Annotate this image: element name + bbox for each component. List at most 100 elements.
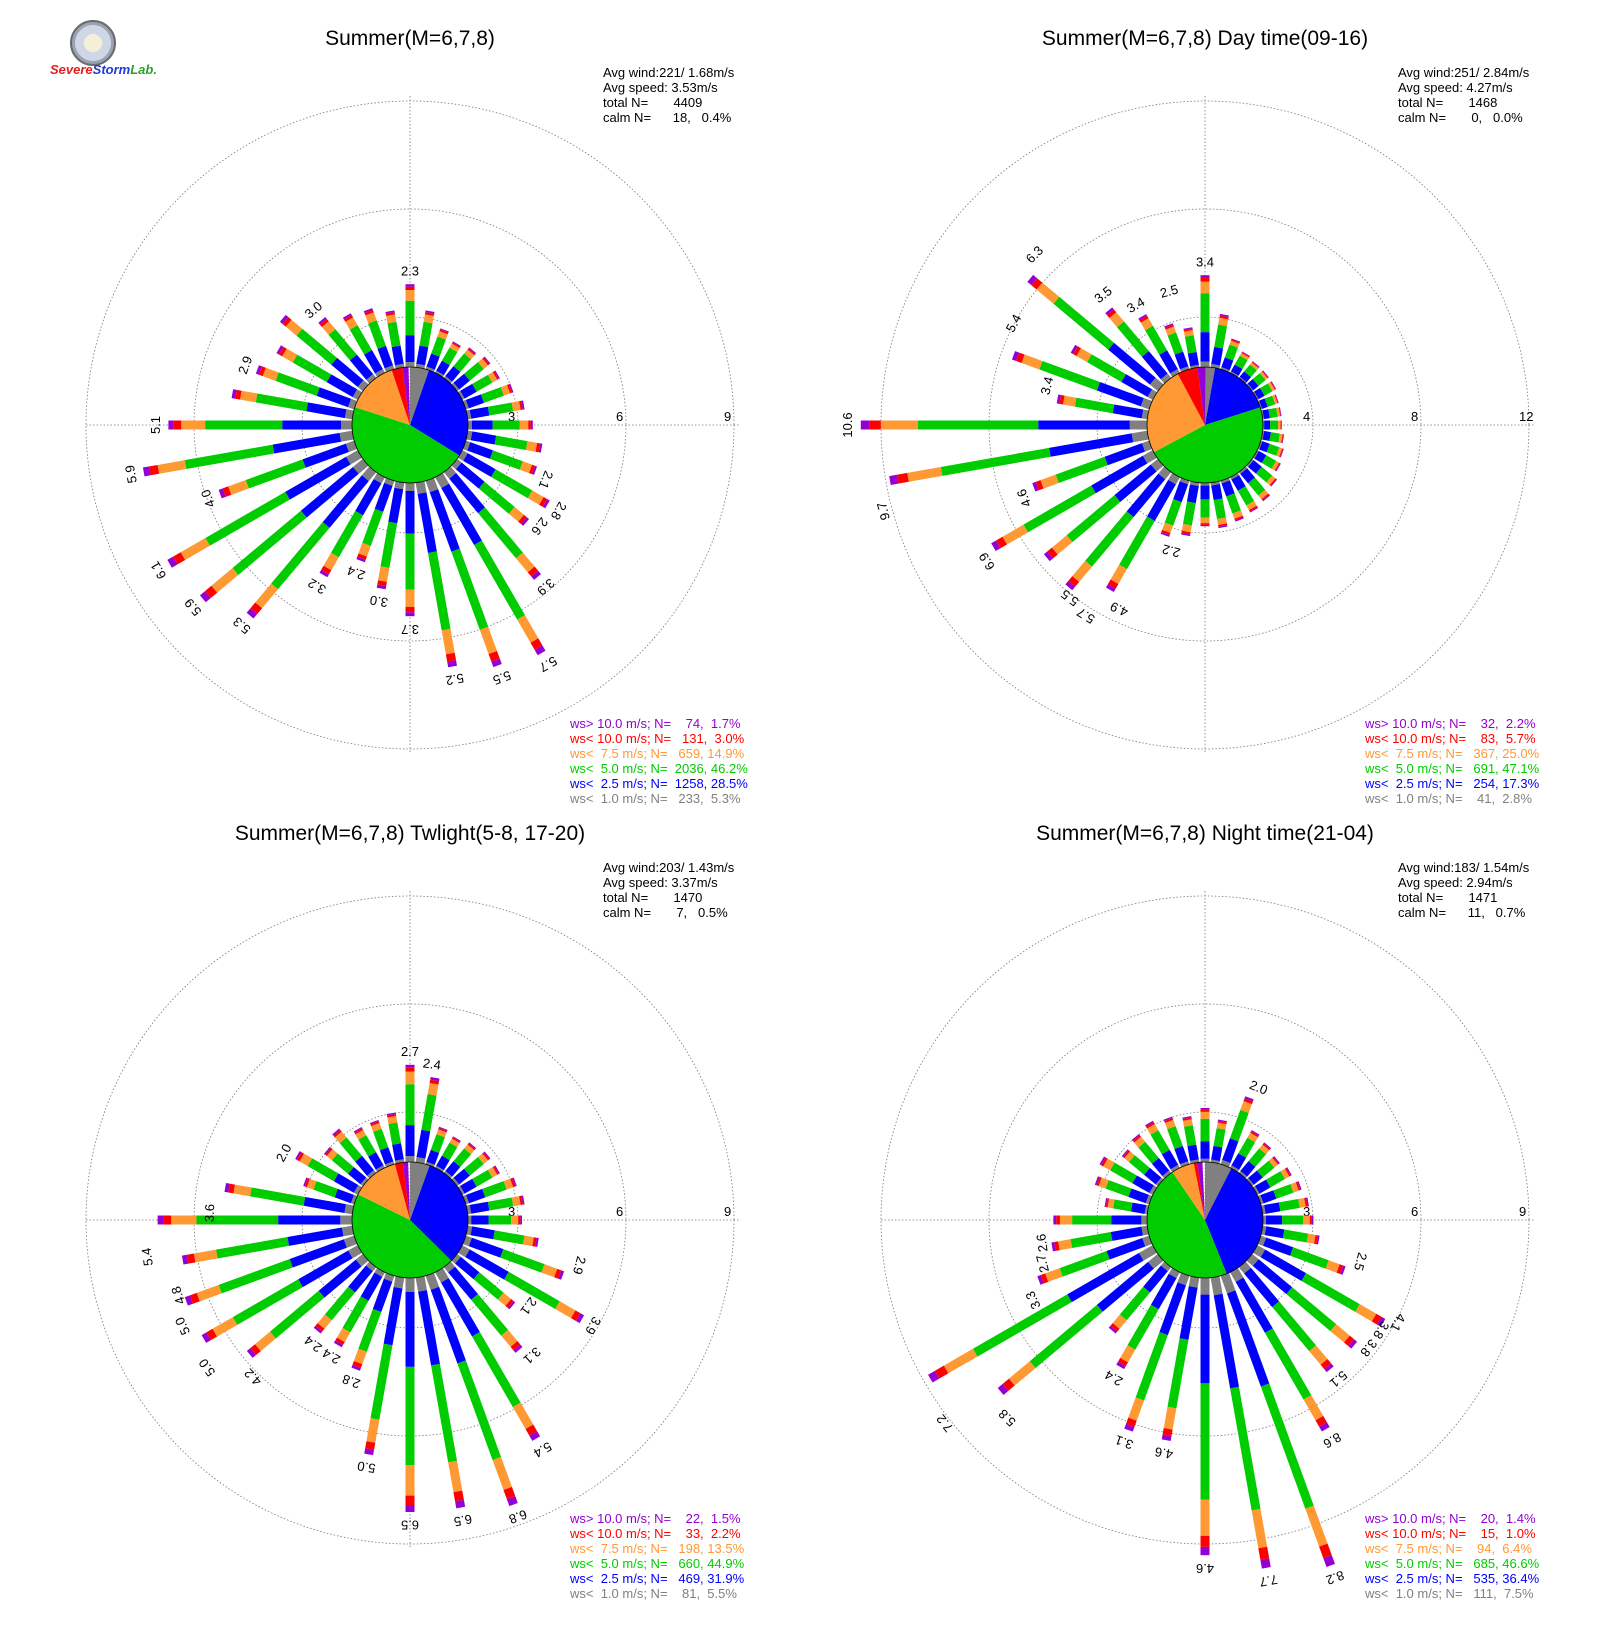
legend-entry: ws< 2.5 m/s; N= 1258, 28.5% <box>569 776 748 791</box>
wind-bar-segment <box>387 321 401 348</box>
wind-bar-segment <box>246 608 258 619</box>
wind-bar-segment <box>1211 1145 1223 1162</box>
wind-bar-segment <box>1260 1558 1271 1569</box>
wind-bar-segment <box>328 329 357 361</box>
wind-bar-segment <box>452 341 461 347</box>
wind-bar-segment <box>539 496 548 507</box>
wind-bar-segment <box>303 1177 308 1187</box>
wind-bar-segment <box>358 1135 377 1157</box>
wind-bar-segment <box>1251 1508 1268 1549</box>
wind-bar-segment <box>1054 1241 1060 1251</box>
wind-bar-segment <box>529 464 535 475</box>
wind-bar-segment <box>1240 1161 1256 1177</box>
chart-title: Summer(M=6,7,8) <box>325 27 495 50</box>
wind-bar-segment <box>272 432 342 454</box>
bar-value-label: 3.1 <box>520 1344 543 1367</box>
bar-value-label: 2.6 <box>1033 1233 1050 1253</box>
wind-bar-segment <box>1371 1313 1382 1325</box>
pie-slice <box>1205 1168 1263 1274</box>
wind-bar-segment <box>322 475 369 528</box>
stats-line: Avg speed: 3.53m/s <box>603 80 718 95</box>
stats-line: total N= 1468 <box>1398 95 1497 110</box>
wind-bar-segment <box>416 1129 431 1159</box>
wind-bar-segment <box>299 1153 313 1167</box>
wind-bar-segment <box>282 316 292 327</box>
wind-bar-segment <box>510 1341 521 1351</box>
wind-bar-segment <box>1267 382 1275 392</box>
wind-bar-segment <box>425 1272 440 1290</box>
wind-bar-segment <box>1244 364 1257 378</box>
wind-bar-segment <box>355 1253 369 1267</box>
wind-bar-segment <box>1117 321 1149 357</box>
wind-bar-segment <box>1040 1273 1049 1284</box>
wind-bar-segment <box>323 552 339 571</box>
wind-bar-segment <box>1211 346 1224 366</box>
bar-value-label: 5.0 <box>196 1356 219 1379</box>
wind-bar-segment <box>304 1178 310 1188</box>
bar-value-label: 5.1 <box>1327 1368 1350 1391</box>
wind-bar-segment <box>374 482 393 512</box>
wind-bar-segment <box>1247 378 1259 391</box>
wind-bar-segment <box>482 357 490 366</box>
wind-bar-segment <box>1051 1242 1056 1252</box>
wind-bar-segment <box>1226 1290 1270 1387</box>
pie-slice <box>402 1162 410 1220</box>
wind-bar-segment <box>416 345 429 366</box>
wind-bar-segment <box>1107 1198 1115 1209</box>
wind-bar-segment <box>318 317 327 325</box>
legend-entry: ws< 7.5 m/s; N= 367, 25.0% <box>1364 746 1540 761</box>
wind-bar-segment <box>181 1254 189 1265</box>
wind-bar-segment <box>1177 1272 1190 1286</box>
wind-bar-segment <box>972 1294 1072 1357</box>
wind-bar-segment <box>448 1460 463 1493</box>
wind-bar-segment <box>333 1129 342 1138</box>
wind-bar-segment <box>394 1159 405 1164</box>
wind-bar-segment <box>466 1188 486 1204</box>
pie-slice <box>1153 407 1263 483</box>
wind-bar-segment <box>1213 1128 1226 1148</box>
wind-bar-segment <box>1183 330 1194 337</box>
wind-bar-segment <box>1220 1159 1231 1168</box>
wind-bar-segment <box>374 1267 385 1277</box>
bar-value-label: 3.7 <box>401 622 419 637</box>
wind-bar-segment <box>1187 1144 1199 1161</box>
wind-bar-segment <box>466 430 473 441</box>
wind-bar-segment <box>1159 1282 1186 1336</box>
wind-bar-segment <box>436 360 450 376</box>
wind-bar-segment <box>276 345 284 355</box>
wind-bar-segment <box>443 466 457 479</box>
wind-bar-segment <box>1139 315 1149 323</box>
pie-slice <box>1205 367 1216 425</box>
wind-bar-segment <box>889 474 899 485</box>
stats-line: calm N= 0, 0.0% <box>1398 110 1523 125</box>
wind-bar-segment <box>353 1348 367 1365</box>
wind-bar-segment <box>426 353 440 370</box>
bar-value-label: 5.7 <box>537 653 560 675</box>
university-seal-icon <box>70 20 116 66</box>
wind-bar-segment <box>1031 278 1043 290</box>
pie-slice <box>354 369 410 425</box>
wind-bar-segment <box>468 347 477 355</box>
wind-bar-segment <box>1108 342 1156 385</box>
bar-value-label: 3.9 <box>582 1314 604 1337</box>
wind-bar-segment <box>1023 485 1096 533</box>
wind-bar-segment <box>1049 433 1134 457</box>
wind-bar-segment <box>1138 314 1148 321</box>
wind-bar-segment <box>1179 477 1190 485</box>
wind-bar-segment <box>441 1142 458 1161</box>
wind-bar-segment <box>542 498 550 509</box>
wind-bar-segment <box>228 1183 235 1194</box>
wind-bar-segment <box>1290 1182 1299 1193</box>
wind-bar-segment <box>457 390 465 400</box>
wind-bar-segment <box>307 1158 339 1182</box>
wind-bar-segment <box>1143 1265 1168 1293</box>
chart-title: Summer(M=6,7,8) Twlight(5-8, 17-20) <box>235 822 585 845</box>
wind-bar-segment <box>482 1152 490 1161</box>
wind-bar-segment <box>331 1153 354 1174</box>
wind-bar-segment <box>1264 1226 1285 1239</box>
wind-bar-segment <box>466 1225 473 1236</box>
wind-bar-segment <box>1301 1273 1360 1312</box>
wind-bar-segment <box>1262 430 1271 441</box>
wind-bar-segment <box>370 1343 393 1420</box>
ring-label: 3 <box>1303 1204 1310 1219</box>
